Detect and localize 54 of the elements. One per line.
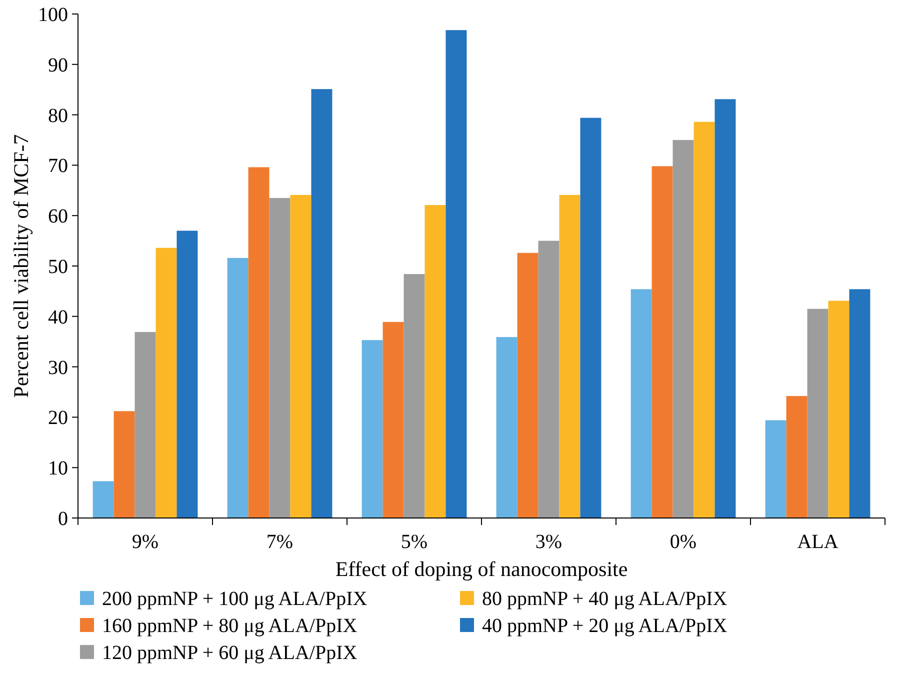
x-axis-title: Effect of doping of nanocomposite xyxy=(335,557,628,581)
bar xyxy=(694,122,715,518)
bar xyxy=(176,230,198,518)
bar xyxy=(446,30,467,518)
legend-label: 120 ppmNP + 60 μg ALA/PpIX xyxy=(102,642,358,664)
legend-label: 80 ppmNP + 40 μg ALA/PpIX xyxy=(482,588,728,610)
y-tick-label: 90 xyxy=(48,54,68,76)
bar xyxy=(114,411,135,518)
y-tick-label: 70 xyxy=(48,155,68,178)
bar xyxy=(580,118,602,518)
bar xyxy=(92,481,114,518)
bar xyxy=(269,198,290,518)
bar xyxy=(652,166,673,518)
bar xyxy=(424,205,446,518)
bar xyxy=(311,89,332,518)
y-axis-title: Percent cell viability of MCF-7 xyxy=(9,134,33,398)
bar xyxy=(765,420,786,518)
bar xyxy=(156,248,177,518)
bar xyxy=(849,289,870,518)
bar xyxy=(290,194,312,518)
bar xyxy=(538,240,560,518)
bar xyxy=(517,252,538,518)
bar xyxy=(134,332,156,518)
y-tick-label: 0 xyxy=(58,508,68,530)
bar xyxy=(786,396,808,518)
bar xyxy=(714,99,736,518)
y-tick-label: 80 xyxy=(48,104,68,127)
x-tick-label: 7% xyxy=(266,531,294,553)
legend-label: 40 ppmNP + 20 μg ALA/PpIX xyxy=(482,615,728,637)
bar xyxy=(227,258,248,518)
bar xyxy=(362,340,383,518)
y-tick-label: 30 xyxy=(48,356,68,379)
legend-label: 200 ppmNP + 100 μg ALA/PpIX xyxy=(102,588,368,610)
x-tick-label: 5% xyxy=(400,531,428,553)
y-tick-label: 100 xyxy=(38,4,68,26)
bar xyxy=(496,337,518,518)
x-tick-label: 3% xyxy=(535,531,562,553)
bar xyxy=(672,140,694,518)
y-tick-label: 20 xyxy=(48,407,68,430)
bar xyxy=(404,274,425,518)
y-tick-label: 40 xyxy=(48,306,68,328)
bar xyxy=(630,289,652,518)
y-tick-label: 10 xyxy=(48,458,68,480)
bar xyxy=(248,167,270,518)
bar xyxy=(559,194,580,518)
bar xyxy=(807,308,828,518)
x-tick-label: ALA xyxy=(797,531,839,553)
bar xyxy=(828,300,850,518)
y-tick-label: 50 xyxy=(48,256,68,278)
legend-label: 160 ppmNP + 80 μg ALA/PpIX xyxy=(102,615,358,637)
y-tick-label: 60 xyxy=(48,206,68,228)
x-tick-label: 9% xyxy=(132,531,159,553)
bar xyxy=(382,322,404,518)
x-tick-label: 0% xyxy=(670,531,697,553)
